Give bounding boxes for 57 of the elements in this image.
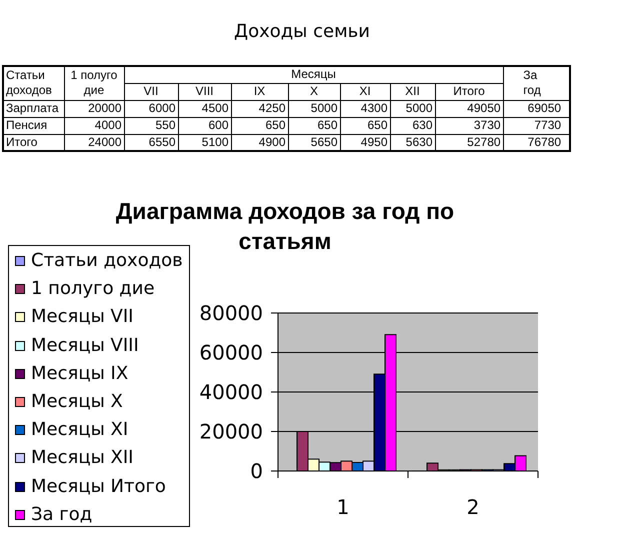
legend-label: Месяцы XII [31,447,134,470]
data-label: 49050 [435,100,504,117]
data-label: 630 [390,117,435,134]
data-label: 600 [178,117,231,134]
y-tick-label: 0 [250,459,263,484]
legend-label: Месяцы IX [31,362,128,385]
y-tick-label: 80000 [199,301,263,326]
data-label: 6000 [124,100,178,117]
x-tick-label: IX [231,83,288,100]
data-label: 3730 [435,117,504,134]
x-tick-label: VIII [178,83,231,100]
data-label: 69050 [503,100,570,117]
data-label: 7730 [503,117,570,134]
data-label: 550 [124,117,178,134]
data-label: 5000 [288,100,340,117]
data-label: 5630 [390,134,435,151]
legend-label: Месяцы VIII [31,334,139,357]
x-tick-label: 2 [466,495,480,519]
legend-label: Месяцы Итого [31,476,166,498]
data-label: 4500 [178,100,231,117]
data-label: 5650 [288,134,340,151]
legend-label: Месяцы X [31,390,123,413]
y-tick-label: Зарплата [3,100,64,117]
y-tick-label: Итого [3,134,64,151]
data-label: 650 [340,117,390,134]
data-label: 4900 [231,134,288,151]
x-tick-label: XI [340,83,390,100]
x-tick-label: 1 [336,495,350,519]
data-label: 52780 [435,134,504,151]
y-axis-title: Статьи доходов [3,66,64,100]
y-tick-label: 60000 [199,340,263,365]
data-label: 5000 [390,100,435,117]
data-label: 6550 [124,134,178,151]
data-label: 20000 [64,100,124,117]
data-label: 5100 [178,134,231,151]
data-label: 650 [231,117,288,134]
x-tick-label: XII [390,83,435,100]
x-tick-label: Итого [435,83,504,100]
data-label: 4950 [340,134,390,151]
x-tick-label: VII [124,83,178,100]
data-label: 4250 [231,100,288,117]
x-tick-label: X [288,83,340,100]
data-label: 76780 [503,134,570,151]
x-tick-label: За год [523,68,542,98]
y-tick-label: 40000 [199,380,263,404]
legend-label: Месяцы VII [31,306,134,328]
y-tick-label: 20000 [199,420,263,444]
chart-title: Доходы семьи [233,20,371,44]
y-tick-label: Пенсия [3,117,64,134]
legend-label: 1 полуго дие [31,278,155,300]
legend-label: Месяцы XI [31,419,128,442]
x-axis-title: Месяцы [124,66,504,83]
data-label: 4000 [64,117,124,134]
x-tick-label: 1 полуго дие [64,66,124,100]
data-label: 650 [288,117,340,134]
data-label: 24000 [64,134,124,151]
data-label: 4300 [340,100,390,117]
